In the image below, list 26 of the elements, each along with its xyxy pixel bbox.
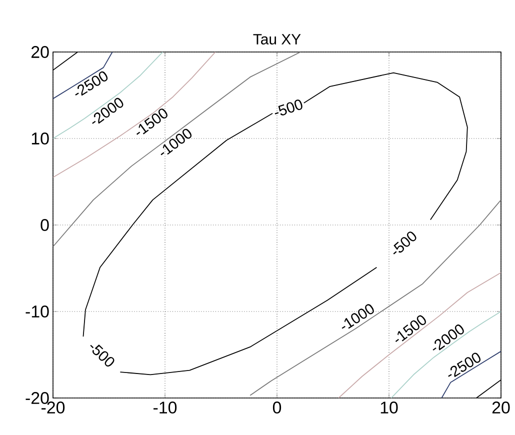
text: -1000 xyxy=(342,304,374,329)
x-tick-label: -10 xyxy=(154,402,177,414)
text: -500 xyxy=(274,100,302,116)
text: -500 xyxy=(393,232,416,254)
x-tick-label: 20 xyxy=(492,402,510,414)
y-tick-label: 10 xyxy=(32,132,49,144)
line-series xyxy=(53,52,113,100)
y-tick-label: -20 xyxy=(26,392,49,404)
line-series xyxy=(53,52,216,178)
line-series xyxy=(338,272,502,398)
text: -2500 xyxy=(448,352,481,378)
x-tick-label: 0 xyxy=(272,402,282,414)
line-series xyxy=(303,72,468,220)
chart-title: Tau XY xyxy=(253,34,301,44)
line-series xyxy=(250,199,502,396)
x-tick-label: -20 xyxy=(42,402,65,414)
line-series xyxy=(390,311,502,398)
line-series xyxy=(53,52,301,248)
text: -500 xyxy=(90,344,114,367)
line-series xyxy=(441,350,502,398)
y-tick-label: 0 xyxy=(40,219,49,231)
text: -2500 xyxy=(75,71,108,96)
y-tick-label: -10 xyxy=(26,306,49,318)
x-tick-label: 10 xyxy=(380,402,398,414)
y-tick-label: 20 xyxy=(32,46,49,58)
line-series xyxy=(120,266,378,376)
